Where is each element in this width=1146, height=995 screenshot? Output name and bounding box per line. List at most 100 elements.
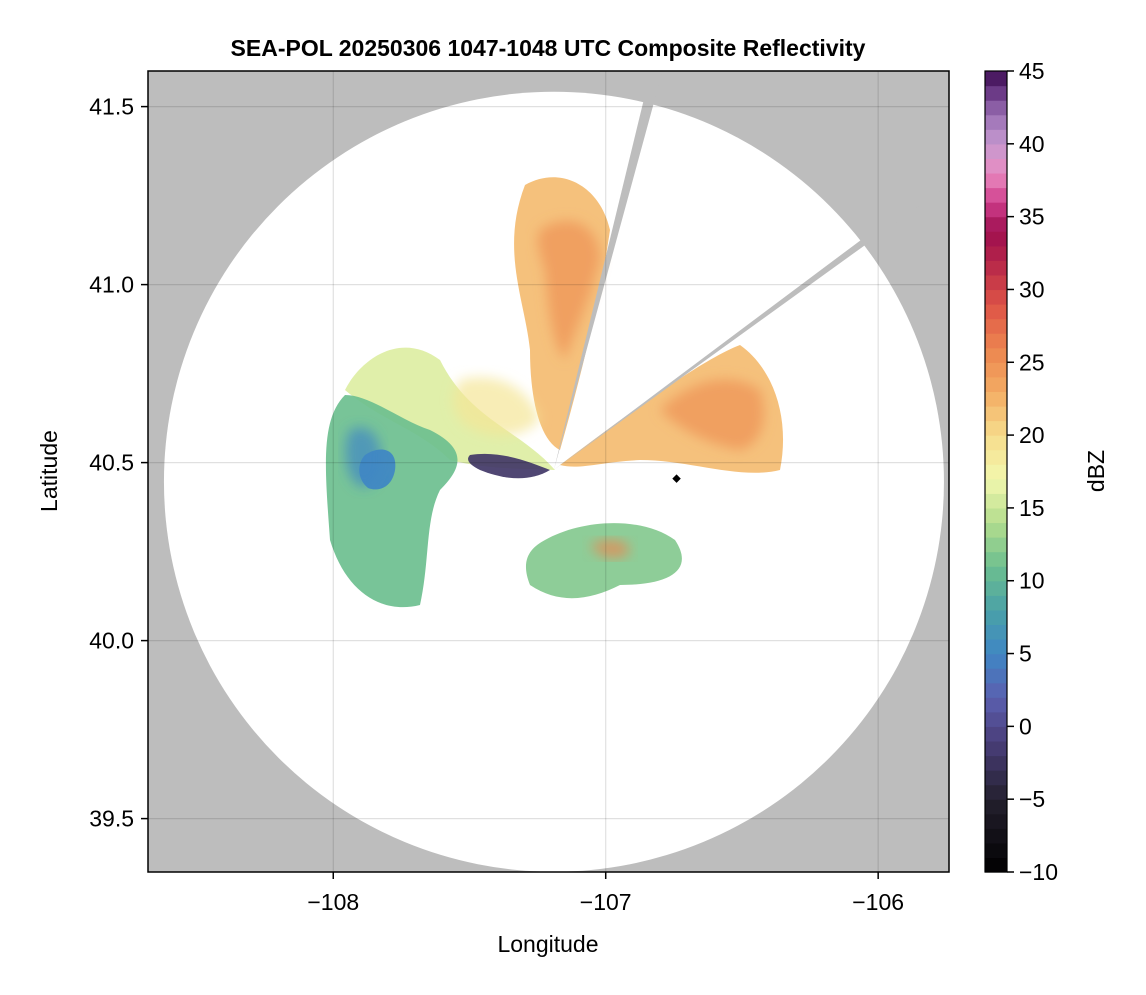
x-tick-label: −106 (852, 889, 904, 915)
colorbar-band (985, 507, 1007, 524)
colorbar-band (985, 551, 1007, 567)
colorbar-band (985, 143, 1007, 159)
colorbar-band (985, 609, 1007, 626)
y-tick-label: 39.5 (89, 806, 134, 832)
colorbar-band (985, 537, 1007, 553)
colorbar-band (985, 828, 1007, 844)
colorbar-band (985, 231, 1007, 247)
colorbar-tick-label: 0 (1019, 713, 1032, 739)
colorbar-band (985, 289, 1007, 305)
colorbar-band (985, 318, 1007, 334)
colorbar-band (985, 420, 1007, 436)
echo-region-6 (468, 453, 550, 479)
echo-core-1 (660, 379, 764, 450)
blocked-sector-layer (553, 71, 949, 470)
colorbar-tick-label: 45 (1019, 58, 1045, 84)
colorbar-band (985, 114, 1007, 130)
colorbar-tick-label: 35 (1019, 204, 1045, 230)
colorbar-band (985, 813, 1007, 829)
colorbar-band (985, 740, 1007, 757)
colorbar-band (985, 100, 1007, 116)
echo-layer (325, 177, 784, 608)
colorbar-band (985, 187, 1007, 203)
colorbar-tick-label: 20 (1019, 422, 1045, 448)
x-tick-label: −108 (307, 889, 359, 915)
colorbar-band (985, 435, 1007, 451)
colorbar-band (985, 770, 1007, 786)
echo-region-5 (525, 523, 682, 599)
colorbar-tick-label: 40 (1019, 131, 1045, 157)
echo-core-3 (590, 539, 630, 559)
colorbar-band (985, 653, 1007, 669)
colorbar-tick-label: −5 (1019, 786, 1045, 812)
colorbar-band (985, 522, 1007, 538)
colorbar-band (985, 784, 1007, 800)
colorbar-band (985, 464, 1007, 480)
colorbar-band (985, 405, 1007, 422)
colorbar-band (985, 842, 1007, 859)
colorbar-band (985, 260, 1007, 276)
colorbar-band (985, 202, 1007, 218)
colorbar-band (985, 638, 1007, 655)
colorbar-band (985, 172, 1007, 189)
colorbar-tick-label: 30 (1019, 276, 1045, 302)
x-axis-label: Longitude (497, 931, 598, 957)
colorbar-tick-label: 5 (1019, 641, 1032, 667)
colorbar-band (985, 668, 1007, 684)
colorbar-band (985, 216, 1007, 232)
colorbar-band (985, 71, 1007, 87)
colorbar: −10 −5 0 5 10 15 20 25 30 35 40 45 (984, 58, 1058, 885)
echo-core-2 (453, 377, 540, 436)
colorbar-band (985, 682, 1007, 698)
colorbar-band (985, 449, 1007, 465)
colorbar-band (985, 85, 1007, 101)
colorbar-band (985, 595, 1007, 611)
grid-lines (148, 71, 949, 872)
radar-site-marker (672, 474, 681, 483)
x-tick-label: −107 (580, 889, 632, 915)
echo-region-0 (345, 347, 555, 470)
colorbar-band (985, 493, 1007, 509)
colorbar-band (985, 624, 1007, 640)
colorbar-band (985, 245, 1007, 261)
colorbar-band (985, 376, 1007, 392)
colorbar-band (985, 697, 1007, 713)
colorbar-band (985, 347, 1007, 363)
colorbar-tick-label: 15 (1019, 495, 1045, 521)
colorbar-band (985, 755, 1007, 771)
echo-core-0 (537, 221, 600, 360)
colorbar-band (985, 362, 1007, 378)
y-axis: 39.5 40.0 40.5 41.0 41.5 (89, 94, 148, 832)
colorbar-band (985, 391, 1007, 407)
plot-area (148, 71, 949, 872)
blocked-sector-1 (553, 174, 949, 470)
colorbar-frame (984, 70, 1008, 873)
colorbar-band (985, 726, 1007, 742)
echo-core-4 (345, 427, 381, 487)
colorbar-tick-label: 25 (1019, 349, 1045, 375)
y-tick-label: 40.0 (89, 628, 134, 654)
x-axis: −108 −107 −106 (307, 872, 904, 915)
colorbar-band (985, 274, 1007, 291)
colorbar-tick-label: −10 (1019, 859, 1058, 885)
colorbar-band (985, 333, 1007, 349)
blocked-sector-0 (553, 71, 663, 470)
colorbar-band (985, 304, 1007, 320)
y-tick-label: 41.0 (89, 272, 134, 298)
chart-title: SEA-POL 20250306 1047-1048 UTC Composite… (231, 35, 866, 61)
y-axis-label: Latitude (36, 430, 62, 512)
colorbar-label: dBZ (1083, 450, 1109, 492)
colorbar-band (985, 478, 1007, 494)
plot-frame (147, 70, 950, 873)
colorbar-band (985, 857, 1007, 873)
colorbar-band (985, 566, 1007, 582)
colorbar-band (985, 711, 1007, 727)
colorbar-tick-label: 10 (1019, 568, 1045, 594)
colorbar-band (985, 129, 1007, 145)
y-tick-label: 40.5 (89, 450, 134, 476)
colorbar-band (985, 799, 1007, 815)
y-tick-label: 41.5 (89, 94, 134, 120)
colorbar-band (985, 158, 1007, 174)
